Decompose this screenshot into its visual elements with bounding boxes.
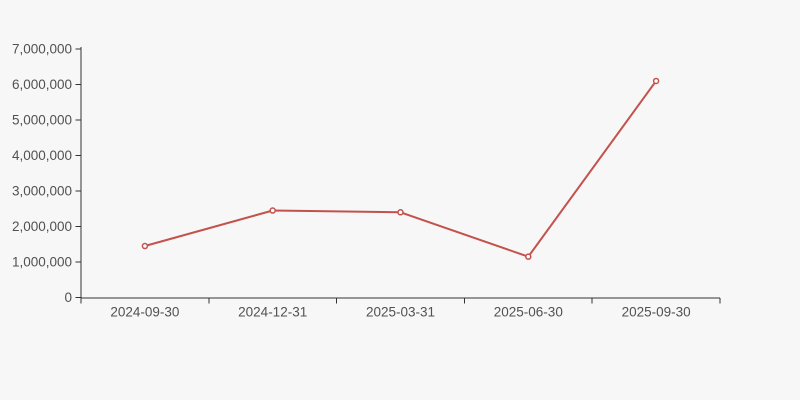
y-axis-tick-label: 6,000,000 — [12, 77, 72, 92]
data-point-marker[interactable] — [525, 253, 532, 260]
data-point-marker[interactable] — [269, 207, 276, 214]
y-axis-tick-label: 3,000,000 — [12, 184, 72, 199]
data-point-marker[interactable] — [141, 242, 149, 250]
x-axis-tick-label: 2025-09-30 — [622, 305, 691, 320]
axis-lines — [80, 47, 720, 299]
x-axis-tick-label: 2025-06-30 — [494, 305, 563, 320]
y-axis-tick-label: 5,000,000 — [12, 113, 72, 128]
y-axis-tick-label: 2,000,000 — [12, 219, 72, 234]
data-point-marker[interactable] — [397, 209, 404, 216]
data-line — [144, 80, 657, 258]
series-layer — [141, 77, 660, 260]
data-point-marker[interactable] — [652, 77, 660, 85]
x-axis-tick-label: 2024-09-30 — [110, 305, 179, 320]
y-axis-tick-label: 4,000,000 — [12, 148, 72, 163]
x-axis-tick-label: 2024-12-31 — [238, 305, 307, 320]
axes-layer — [75, 47, 721, 304]
y-axis-tick-label: 7,000,000 — [12, 42, 72, 57]
axis-labels-layer: 0 1,000,000 2,000,000 3,000,000 4,000,000 5,0… — [12, 42, 691, 320]
y-axis-tick-label: 1,000,000 — [12, 255, 72, 270]
x-axis-tick-label: 2025-03-31 — [366, 305, 435, 320]
y-axis-tick-label: 0 — [64, 290, 72, 305]
